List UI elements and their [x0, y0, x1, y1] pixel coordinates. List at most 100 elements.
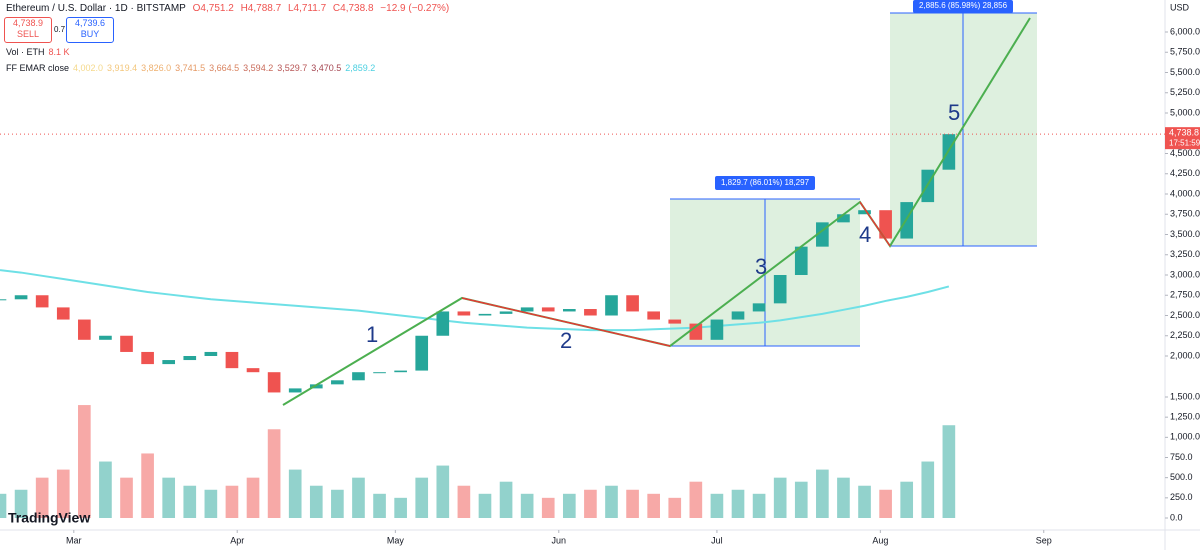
- x-tick-label: Aug: [872, 535, 888, 545]
- logo: TradingView: [8, 510, 90, 526]
- volume-bar: [0, 493, 7, 518]
- y-tick-label: 5,000.0: [1170, 107, 1200, 117]
- ohlc: L4,711.7: [287, 3, 327, 14]
- symbol: Ethereum / U.S. Dollar · 1D · BITSTAMP: [6, 3, 186, 14]
- spread: 0.7: [54, 25, 66, 34]
- candle: [141, 351, 154, 365]
- wave-label: 4: [859, 222, 871, 247]
- ema-line: [0, 269, 950, 332]
- volume-tick-label: 0.0: [1170, 512, 1183, 522]
- volume-bar: [183, 485, 197, 518]
- volume-bar: [626, 489, 639, 518]
- candle: [352, 372, 365, 381]
- candle: [415, 335, 429, 371]
- x-tick-label: Jul: [711, 535, 723, 545]
- x-tick-label: Sep: [1036, 535, 1052, 545]
- candle: [204, 351, 218, 356]
- y-tick-label: 2,500.0: [1170, 310, 1200, 320]
- ohlc: C4,738.8: [332, 3, 374, 14]
- measure-label-bg: [715, 176, 815, 190]
- volume-tick-label: 500.0: [1170, 472, 1193, 482]
- x-tick-label: Apr: [230, 535, 244, 545]
- volume-bar: [584, 489, 597, 518]
- legend-row: Ethereum / U.S. Dollar · 1D · BITSTAMP O…: [6, 3, 453, 14]
- volume-bar: [900, 481, 914, 518]
- volume-bar: [56, 469, 70, 518]
- y-tick-label: 5,500.0: [1170, 67, 1200, 77]
- volume-bar: [689, 481, 703, 518]
- wave-label: 5: [948, 100, 960, 125]
- y-tick-label: 3,000.0: [1170, 269, 1200, 279]
- volume-bar: [225, 485, 239, 518]
- x-tick-label: Mar: [66, 535, 82, 545]
- candle: [562, 309, 576, 312]
- candle: [56, 307, 70, 320]
- candle: [78, 319, 91, 340]
- y-tick-label: 5,250.0: [1170, 87, 1200, 97]
- sell-button[interactable]: 4,738.9 SELL: [4, 17, 52, 43]
- value: 2,859.2: [345, 63, 376, 73]
- x-tick-label: Jun: [552, 535, 567, 545]
- volume-bar: [668, 497, 682, 518]
- candle: [520, 307, 534, 312]
- volume-tick-label: 250.0: [1170, 492, 1193, 502]
- volume-bar: [14, 489, 28, 518]
- last-price-box: [1165, 127, 1200, 150]
- volume-bar: [288, 469, 302, 518]
- volume-tick-label: 1,250.0: [1170, 412, 1200, 422]
- price: 4,738.9: [12, 18, 44, 28]
- y-tick-label: 4,000.0: [1170, 188, 1200, 198]
- volume-bar: [752, 493, 766, 518]
- candle: [14, 295, 28, 300]
- volume-bar: [352, 477, 365, 518]
- volume-bar: [331, 489, 344, 518]
- y-tick-label: 4,250.0: [1170, 168, 1200, 178]
- ohlc: O4,751.2: [192, 3, 234, 14]
- volume-bar: [478, 493, 492, 518]
- volume-bar: [99, 461, 112, 518]
- candle: [373, 372, 386, 374]
- candle: [773, 275, 787, 304]
- volume-bar: [879, 489, 892, 518]
- wave-line: [859, 201, 891, 247]
- volume-bar: [457, 485, 471, 518]
- label: SELL: [16, 29, 40, 39]
- buy-button[interactable]: 4,739.6 BUY: [66, 17, 114, 43]
- volume-bar: [246, 477, 260, 518]
- candle: [288, 388, 302, 393]
- ohlc: H4,788.7: [240, 3, 282, 14]
- volume-bar: [731, 489, 745, 518]
- value: 3,594.2: [243, 63, 274, 73]
- measure-label: 1,829.7 (86.01%) 18,297: [721, 178, 810, 187]
- value: 8.1 K: [48, 47, 70, 57]
- volume-bar: [436, 465, 450, 518]
- candle: [605, 295, 618, 316]
- candle: [541, 307, 555, 312]
- candle: [584, 309, 597, 316]
- y-tick-label: 2,000.0: [1170, 350, 1200, 360]
- volume-bar: [499, 481, 513, 518]
- volume-bar: [562, 493, 576, 518]
- measure-label-bg: [913, 0, 1013, 13]
- volume-bar: [858, 485, 871, 518]
- candle: [752, 303, 766, 312]
- volume-bar: [520, 493, 534, 518]
- volume-tick-label: 1,500.0: [1170, 391, 1200, 401]
- volume-bar: [773, 477, 787, 518]
- volume-tick-label: 750.0: [1170, 452, 1193, 462]
- volume-bar: [541, 497, 555, 518]
- candle: [879, 210, 892, 239]
- value: 4,002.0: [73, 63, 104, 73]
- candle: [162, 360, 176, 365]
- volume-bar: [605, 485, 618, 518]
- volume-bar: [204, 489, 218, 518]
- volume-bar: [837, 477, 850, 518]
- candle: [731, 311, 745, 320]
- volume-bar: [794, 481, 808, 518]
- candle: [183, 356, 197, 361]
- candle: [626, 295, 639, 312]
- candle: [647, 311, 660, 320]
- candle: [436, 311, 450, 336]
